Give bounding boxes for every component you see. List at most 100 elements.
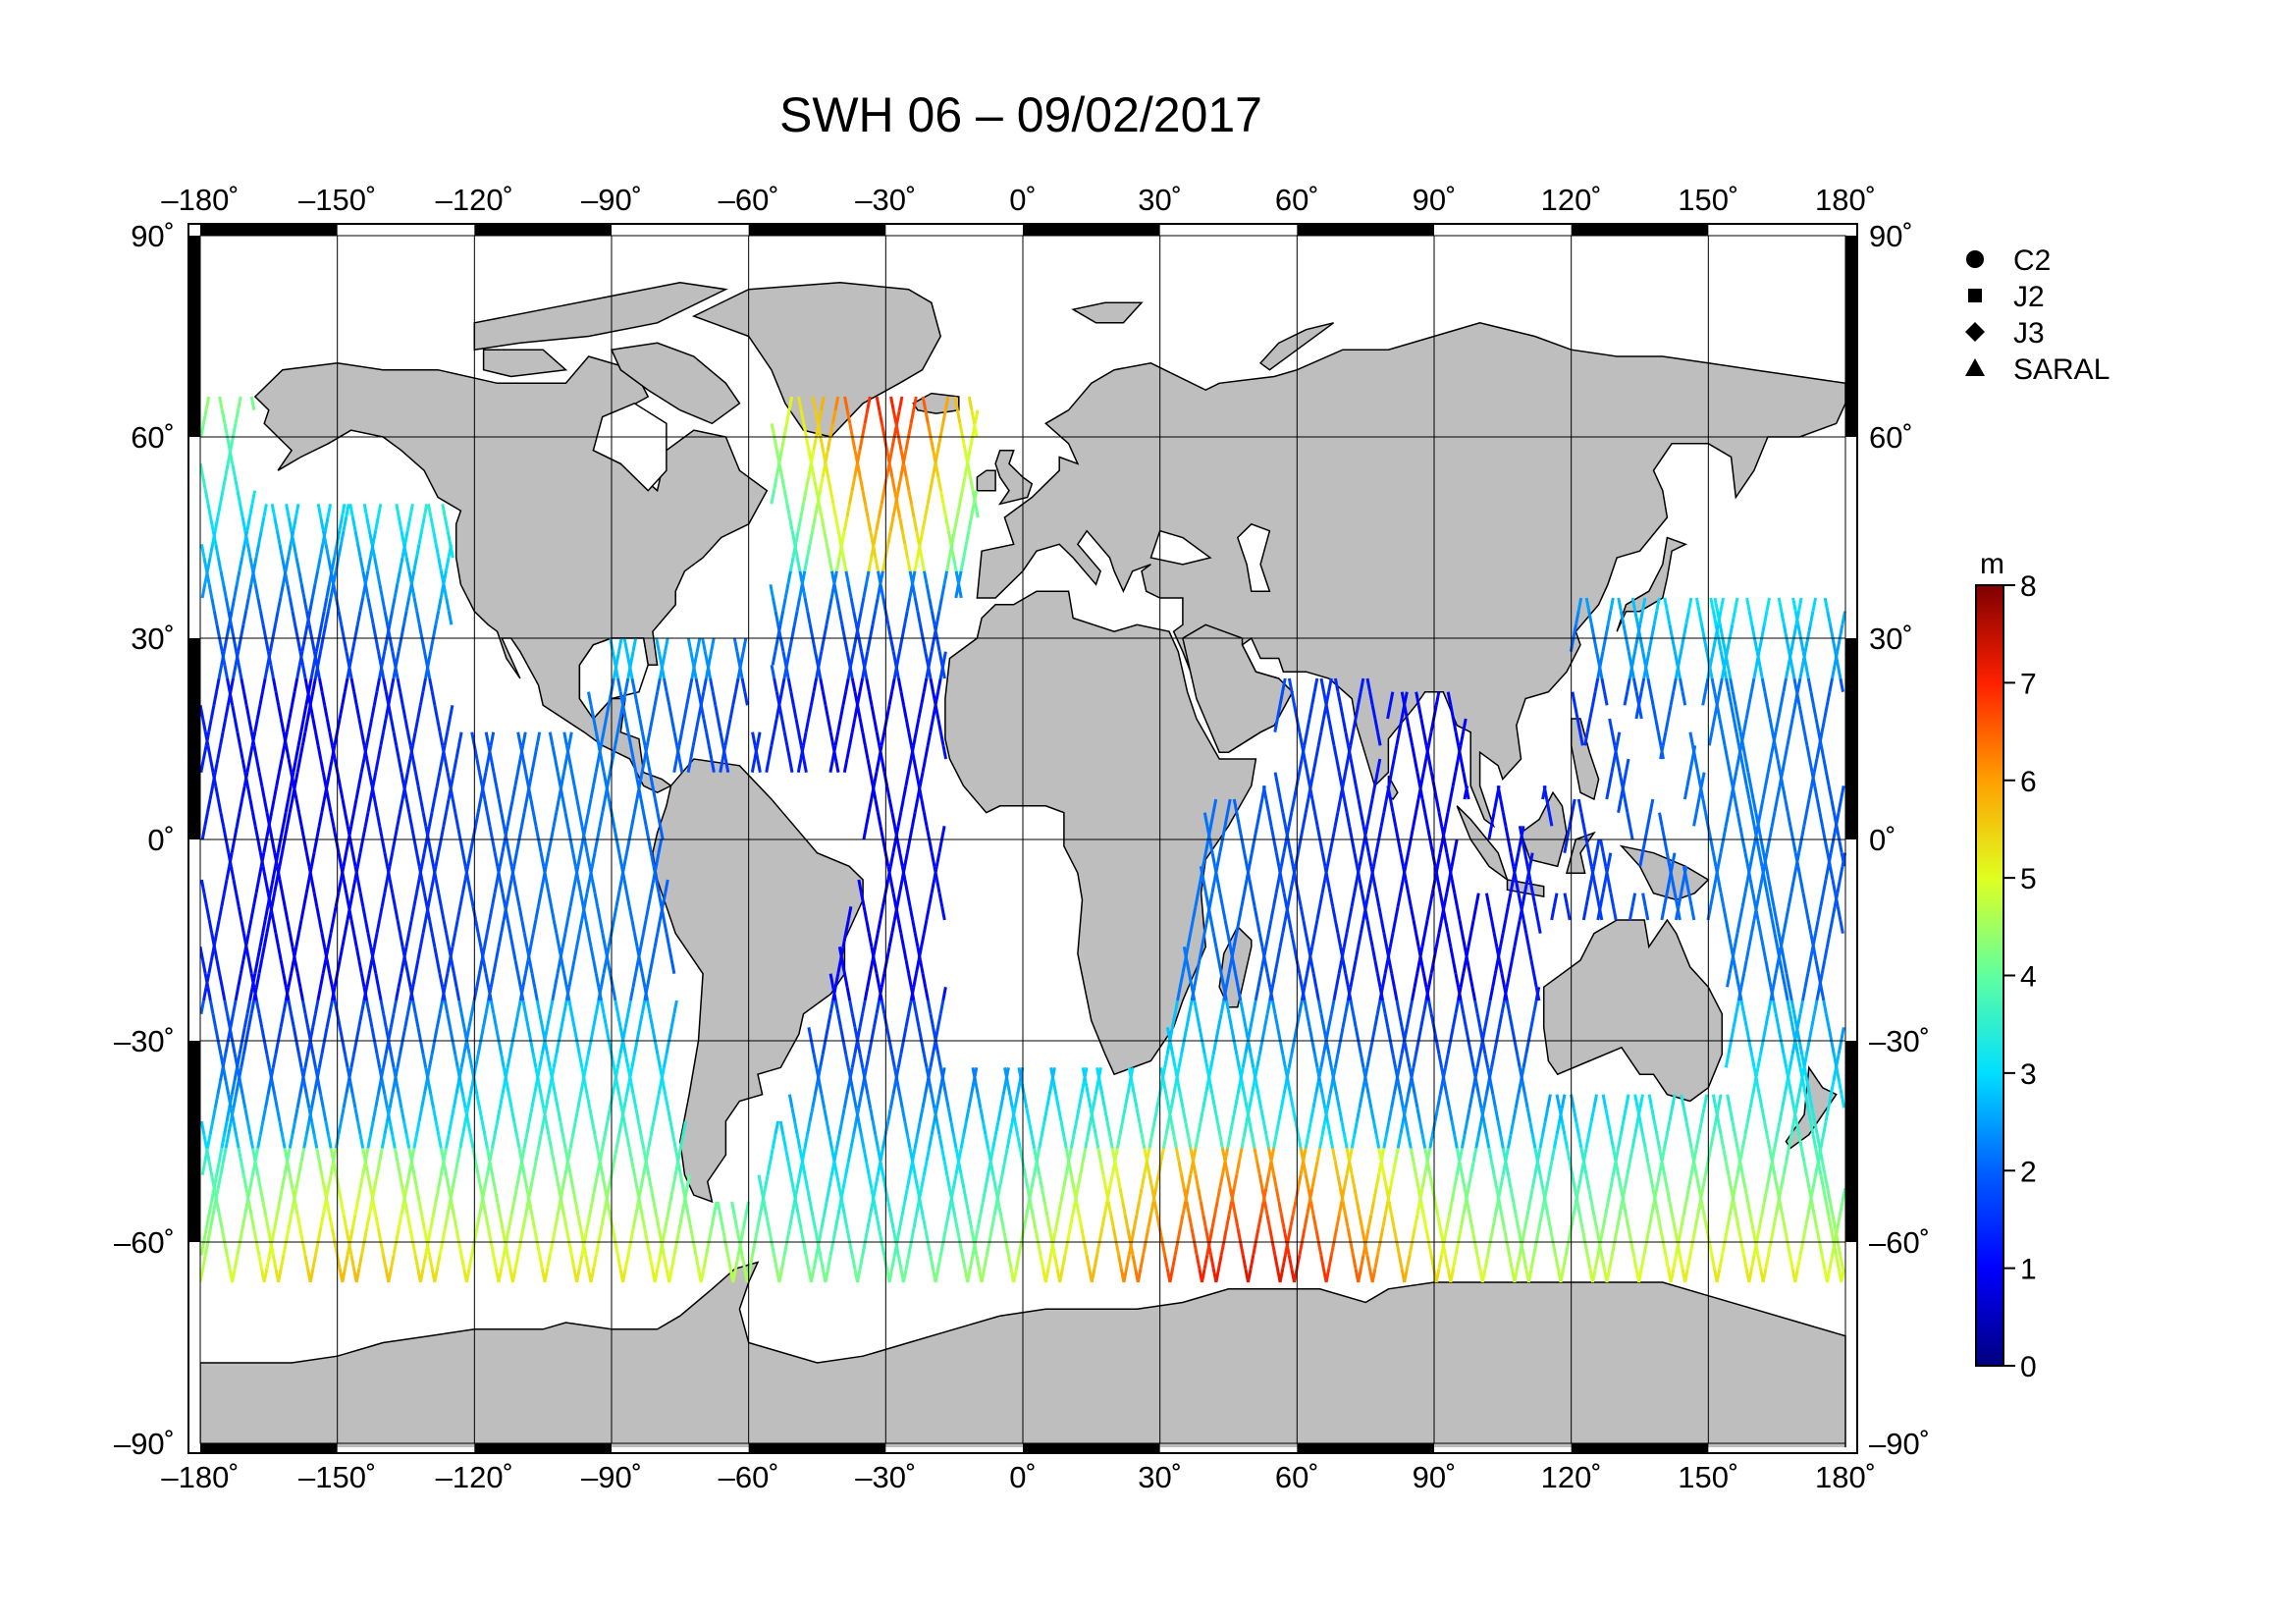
track-segment <box>1636 624 1642 639</box>
track-segment <box>1013 1094 1020 1109</box>
track-segment <box>1483 1255 1490 1270</box>
track-segment <box>1572 1108 1578 1122</box>
track-segment <box>702 677 708 692</box>
track-segment <box>551 1228 557 1243</box>
track-segment <box>1598 1228 1605 1243</box>
track-segment <box>302 1080 308 1095</box>
track-segment <box>970 504 976 518</box>
track-segment <box>203 1241 210 1256</box>
track-segment <box>918 1201 925 1216</box>
track-segment <box>1400 1027 1407 1042</box>
track-segment <box>921 1094 928 1109</box>
track-segment <box>1709 839 1715 853</box>
track-segment <box>1812 705 1818 720</box>
track-segment <box>773 677 778 692</box>
track-segment <box>1362 906 1369 921</box>
track-segment <box>1423 812 1429 827</box>
track-segment <box>1656 731 1663 746</box>
track-segment <box>264 879 270 893</box>
track-segment <box>1546 1215 1552 1229</box>
track-segment <box>292 544 298 559</box>
track-segment <box>1405 718 1412 732</box>
track-segment <box>1150 1120 1156 1135</box>
track-segment <box>1623 798 1629 813</box>
track-segment <box>1782 1161 1789 1175</box>
track-segment <box>537 1080 543 1095</box>
track-segment <box>837 947 844 961</box>
track-segment <box>1119 1269 1126 1283</box>
track-segment <box>863 1080 870 1095</box>
track-segment <box>1318 839 1324 853</box>
track-segment <box>1538 1174 1545 1189</box>
track-segment <box>1466 1108 1471 1122</box>
track-segment <box>811 1094 817 1109</box>
track-segment <box>605 785 611 800</box>
track-segment <box>1176 1080 1182 1095</box>
track-segment <box>1427 758 1433 773</box>
track-segment <box>437 597 443 612</box>
track-segment <box>660 906 666 921</box>
track-segment <box>1016 1134 1022 1149</box>
track-segment <box>282 1000 288 1014</box>
track-segment <box>547 1134 553 1149</box>
track-segment <box>944 1215 950 1229</box>
track-segment <box>602 1201 609 1216</box>
track-segment <box>264 637 270 652</box>
track-segment <box>1761 1027 1768 1042</box>
track-segment <box>819 476 825 491</box>
track-segment <box>816 665 823 679</box>
track-segment <box>208 544 215 559</box>
track-segment <box>886 866 892 881</box>
track-segment <box>1547 812 1554 827</box>
track-segment <box>852 611 858 625</box>
track-segment <box>1711 879 1718 893</box>
track-segment <box>408 745 415 760</box>
track-segment <box>231 1040 237 1055</box>
track-segment <box>447 1120 454 1135</box>
track-segment <box>475 1094 481 1109</box>
track-segment <box>723 731 729 746</box>
track-segment <box>1327 1255 1333 1270</box>
track-segment <box>281 570 288 585</box>
track-segment <box>929 718 934 732</box>
track-segment <box>345 504 350 518</box>
track-segment <box>1649 691 1655 706</box>
track-segment <box>1438 839 1445 853</box>
track-segment <box>1349 1000 1356 1014</box>
track-segment <box>229 436 235 451</box>
track-segment <box>1377 1148 1383 1163</box>
track-segment <box>1375 973 1382 988</box>
track-segment <box>1274 1188 1281 1203</box>
track-segment <box>1169 1094 1176 1109</box>
track-segment <box>596 826 602 840</box>
track-segment <box>710 1215 716 1229</box>
track-segment <box>657 893 664 907</box>
track-segment <box>220 987 227 1001</box>
track-segment <box>913 557 920 571</box>
track-segment <box>367 1013 374 1028</box>
track-segment <box>1267 1148 1273 1163</box>
track-segment <box>918 530 925 545</box>
track-segment <box>1832 1067 1838 1082</box>
track-segment <box>1824 1108 1831 1122</box>
track-segment <box>1098 1161 1105 1175</box>
track-segment <box>562 1000 568 1014</box>
track-segment <box>211 772 217 786</box>
track-segment <box>337 611 344 625</box>
track-segment <box>955 409 962 424</box>
track-segment <box>1821 879 1828 893</box>
track-segment <box>1071 1201 1077 1216</box>
track-segment <box>1524 933 1530 947</box>
track-segment <box>1692 1161 1698 1175</box>
track-segment <box>1276 1027 1282 1042</box>
track-segment <box>1461 933 1467 947</box>
track-segment <box>642 812 648 827</box>
track-segment <box>1714 1108 1720 1122</box>
track-segment <box>492 959 498 974</box>
track-segment <box>1312 677 1319 692</box>
track-segment <box>498 1094 505 1109</box>
track-segment <box>1505 1000 1512 1014</box>
track-segment <box>907 1241 913 1256</box>
track-segment <box>383 852 390 867</box>
track-segment <box>582 893 589 907</box>
